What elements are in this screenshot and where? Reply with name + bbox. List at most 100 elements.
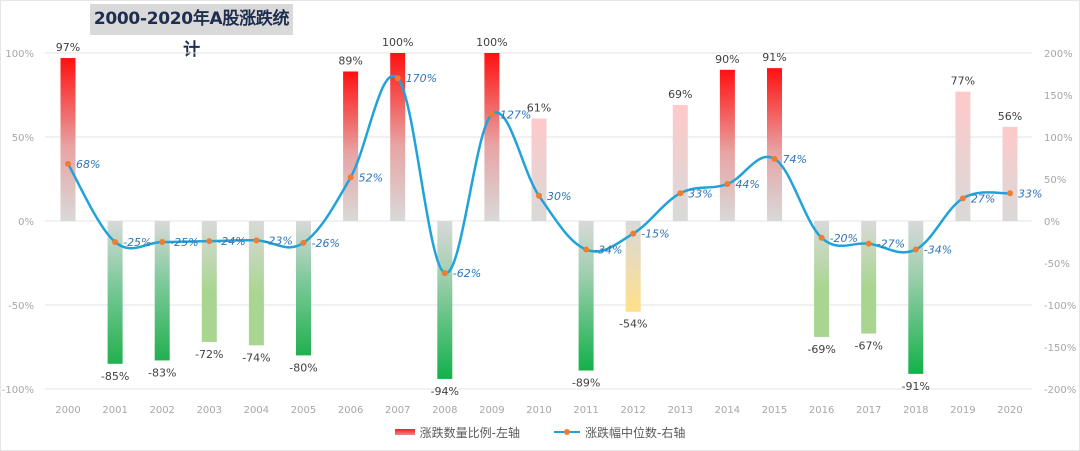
x-axis-tick: 2013 xyxy=(668,405,693,416)
left-axis-tick: 50% xyxy=(12,133,34,144)
line-value-label: -23% xyxy=(264,234,292,247)
bar-value-label: -80% xyxy=(289,361,317,374)
bar-value-label: 91% xyxy=(762,51,786,64)
line-value-label: 44% xyxy=(735,178,759,191)
line-marker xyxy=(1007,190,1013,197)
line-value-label: -25% xyxy=(123,236,151,249)
line-marker xyxy=(677,190,684,197)
bar-2007 xyxy=(390,53,406,221)
right-axis-tick: 50% xyxy=(1044,175,1066,186)
right-axis-tick: -100% xyxy=(1044,301,1076,312)
bar-value-label: -89% xyxy=(572,377,600,390)
chart-legend: 涨跌数量比例-左轴 涨跌幅中位数-右轴 xyxy=(0,422,1080,442)
x-axis-tick: 2007 xyxy=(385,405,410,416)
line-value-label: -26% xyxy=(312,237,340,250)
bar-2009 xyxy=(484,53,500,221)
right-axis-tick: 200% xyxy=(1044,49,1073,60)
bar-2005 xyxy=(296,221,311,356)
bar-2004 xyxy=(248,221,264,346)
left-axis-tick: 100% xyxy=(5,49,34,60)
x-axis-tick: 2002 xyxy=(149,405,174,416)
line-value-label: 33% xyxy=(1018,187,1042,200)
right-axis-tick: 150% xyxy=(1044,91,1073,102)
left-axis-tick: 0% xyxy=(18,217,34,228)
line-value-label: -62% xyxy=(453,267,481,280)
line-value-label: -24% xyxy=(217,235,245,248)
line-value-label: -34% xyxy=(924,244,952,257)
line-marker xyxy=(771,155,778,162)
line-marker xyxy=(112,239,119,245)
line-marker xyxy=(394,75,401,82)
bar-value-label: -83% xyxy=(148,366,176,379)
x-axis-tick: 2010 xyxy=(526,405,551,416)
bar-value-label: 56% xyxy=(998,110,1022,123)
line-value-label: 74% xyxy=(783,153,807,166)
bar-2010 xyxy=(531,118,547,221)
x-axis-tick: 2005 xyxy=(291,405,316,416)
x-axis-tick: 2004 xyxy=(244,405,269,416)
chart-title-box: 2000-2020年A股涨跌统计 xyxy=(90,4,293,60)
line-value-label: -34% xyxy=(594,244,622,257)
bar-value-label: 97% xyxy=(56,41,80,54)
bar-value-label: -74% xyxy=(242,351,270,364)
line-marker xyxy=(583,246,590,253)
bar-2003 xyxy=(201,221,217,342)
line-marker xyxy=(724,181,731,188)
bar-value-label: 89% xyxy=(338,54,362,67)
line-marker xyxy=(536,192,542,199)
x-axis-tick: 2003 xyxy=(197,405,222,416)
bar-swatch-icon xyxy=(394,429,415,435)
bar-2014 xyxy=(719,69,735,221)
bar-value-label: -67% xyxy=(854,340,882,353)
x-axis-tick: 2011 xyxy=(573,405,598,416)
bar-value-label: 100% xyxy=(476,36,507,49)
bar-value-label: -94% xyxy=(431,385,459,398)
line-marker xyxy=(865,240,872,247)
legend-line-label: 涨跌幅中位数-右轴 xyxy=(585,425,686,440)
line-marker xyxy=(253,237,260,244)
left-axis-tick: -50% xyxy=(8,301,34,312)
legend-item-bar: 涨跌数量比例-左轴 xyxy=(394,424,520,441)
line-marker xyxy=(818,234,825,241)
line-marker xyxy=(441,270,448,277)
right-axis-tick: -50% xyxy=(1044,259,1070,270)
bar-value-label: 90% xyxy=(715,53,739,66)
line-value-label: -25% xyxy=(170,236,198,249)
bar-value-label: -72% xyxy=(195,348,223,361)
line-marker xyxy=(347,174,354,181)
bar-2017 xyxy=(861,221,877,334)
line-value-label: 68% xyxy=(76,158,100,171)
right-axis-tick: 100% xyxy=(1044,133,1073,144)
bar-value-label: 61% xyxy=(527,102,551,115)
bar-2002 xyxy=(154,221,170,361)
line-value-label: 33% xyxy=(688,187,712,200)
line-marker xyxy=(159,239,166,245)
left-axis-tick: -100% xyxy=(2,385,34,396)
bar-2012 xyxy=(625,221,641,312)
line-swatch-icon xyxy=(554,426,580,438)
line-marker xyxy=(959,195,966,202)
x-axis-tick: 2019 xyxy=(950,405,975,416)
line-value-label: 27% xyxy=(971,192,995,205)
x-axis-tick: 2000 xyxy=(55,405,80,416)
right-axis-tick: -150% xyxy=(1044,343,1076,354)
bar-2015 xyxy=(767,68,782,222)
line-value-label: 170% xyxy=(406,72,437,85)
bar-2008 xyxy=(437,221,453,379)
line-marker xyxy=(300,239,307,246)
legend-bar-label: 涨跌数量比例-左轴 xyxy=(419,425,520,440)
right-axis-tick: 0% xyxy=(1044,217,1060,228)
x-axis-tick: 2020 xyxy=(997,405,1022,416)
bar-value-label: 100% xyxy=(382,36,413,49)
bar-2018 xyxy=(908,221,924,374)
x-axis-tick: 2018 xyxy=(903,405,928,416)
line-value-label: -27% xyxy=(877,238,905,251)
bar-2001 xyxy=(107,221,123,364)
x-axis-tick: 2017 xyxy=(856,405,881,416)
right-axis-tick: -200% xyxy=(1044,385,1076,396)
bar-value-label: -85% xyxy=(101,370,129,383)
median-change-line xyxy=(66,74,1011,275)
bar-2020 xyxy=(1002,126,1018,221)
bar-2016 xyxy=(814,221,830,337)
